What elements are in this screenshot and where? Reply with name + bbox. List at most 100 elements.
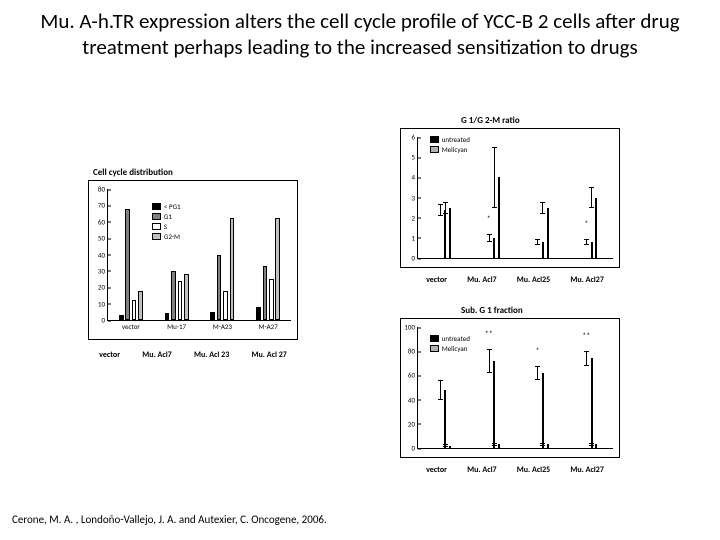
data-bar (210, 312, 215, 320)
y-tick: 1 (411, 233, 418, 242)
data-bar (275, 218, 280, 320)
error-bar (537, 366, 538, 381)
y-tick: 80 (408, 347, 418, 356)
category-label: Mu. Acl27 (570, 465, 604, 475)
category-label: Mu. Acl 23 (194, 350, 229, 360)
legend-label: < PG1 (164, 202, 181, 211)
legend-item: S (152, 222, 181, 231)
category-label: Mu. Acl27 (570, 275, 604, 285)
legend-swatch (430, 335, 439, 342)
category-label: Mu. Acl7 (467, 275, 496, 285)
error-bar (586, 351, 587, 366)
data-bar (547, 444, 549, 448)
legend-swatch (430, 345, 439, 352)
legend-item: untreated (430, 135, 470, 144)
y-tick: 60 (408, 371, 418, 380)
y-tick: 40 (408, 395, 418, 404)
category-label: Mu. Acl25 (517, 275, 551, 285)
chart-title: Sub. G 1 fraction (461, 305, 523, 316)
data-bar (184, 274, 189, 320)
data-bar (444, 210, 446, 258)
legend-label: untreated (442, 135, 470, 144)
data-bar (542, 373, 544, 448)
significance-marker: ** (485, 329, 493, 339)
chart-legend: untreatedMelicyan (430, 334, 470, 354)
y-tick: 3 (411, 193, 418, 202)
data-bar (230, 218, 235, 320)
data-bar (498, 444, 500, 448)
category-label: Mu. Acl7 (142, 350, 171, 360)
legend-item: < PG1 (152, 202, 181, 211)
slide-title: Mu. A-h.TR expression alters the cell cy… (0, 0, 720, 61)
significance-marker: * (584, 219, 588, 229)
legend-item: untreated (430, 334, 470, 343)
y-tick: 100 (404, 323, 418, 332)
legend-item: G1 (152, 212, 181, 221)
data-bar (493, 361, 495, 448)
data-bar (493, 238, 495, 258)
data-bar (125, 209, 130, 320)
y-tick: 6 (411, 133, 418, 142)
legend-label: S (164, 222, 167, 231)
legend-label: G2-M (164, 232, 180, 241)
legend-swatch (152, 223, 161, 230)
data-bar (444, 390, 446, 448)
data-bar (132, 300, 137, 320)
y-tick: 50 (98, 234, 108, 243)
data-bar (547, 208, 549, 258)
category-label: vector (426, 275, 447, 285)
y-tick: 20 (408, 419, 418, 428)
error-bar (542, 202, 543, 214)
data-bar (449, 208, 451, 258)
ccd-category-labels: vector Mu. Acl7 Mu. Acl 23 Mu. Acl 27 (88, 350, 298, 360)
data-bar (595, 198, 597, 259)
legend-label: Melicyan (442, 145, 468, 154)
category-label: vector (99, 350, 120, 360)
data-bar (263, 266, 268, 320)
g1-g2m-ratio-chart: G 1/G 2-M ratio 0123456**untreatedMelicy… (400, 128, 620, 268)
error-bar (537, 239, 538, 245)
x-category: Mu-17 (167, 320, 186, 331)
error-bar (440, 204, 441, 216)
legend-label: G1 (164, 212, 172, 221)
data-bar (217, 255, 222, 321)
category-label: vector (426, 465, 447, 475)
ratio-category-labels: vector Mu. Acl7 Mu. Acl25 Mu. Acl27 (416, 275, 614, 285)
legend-swatch (152, 213, 161, 220)
significance-marker: * (535, 346, 539, 356)
y-tick: 4 (411, 173, 418, 182)
y-tick: 5 (411, 153, 418, 162)
data-bar (171, 271, 176, 320)
y-tick: 80 (98, 185, 108, 194)
error-bar (489, 234, 490, 242)
data-bar (269, 279, 274, 320)
legend-item: G2-M (152, 232, 181, 241)
data-bar (542, 242, 544, 258)
chart-title: G 1/G 2-M ratio (461, 115, 520, 126)
legend-label: Melicyan (442, 344, 468, 353)
plot-area: 020406080100*****untreatedMelicyan (417, 327, 613, 449)
y-tick: 0 (411, 254, 418, 263)
error-bar (494, 147, 495, 208)
legend-item: Melicyan (430, 344, 470, 353)
data-bar (178, 281, 183, 320)
plot-area: 0123456**untreatedMelicyan (417, 137, 613, 259)
y-tick: 40 (98, 250, 108, 259)
y-tick: 60 (98, 217, 108, 226)
legend-swatch (430, 146, 439, 153)
y-tick: 70 (98, 201, 108, 210)
error-bar (489, 349, 490, 373)
data-bar (256, 307, 261, 320)
data-bar (223, 291, 228, 320)
subg1-fraction-chart: Sub. G 1 fraction 020406080100*****untre… (400, 318, 620, 458)
data-bar (449, 446, 451, 448)
y-tick: 30 (98, 266, 108, 275)
error-bar (586, 239, 587, 245)
y-tick: 0 (101, 316, 108, 325)
category-label: Mu. Acl 27 (252, 350, 287, 360)
title-line-1: Mu. A-h.TR expression alters the cell cy… (40, 8, 679, 34)
y-tick: 10 (98, 299, 108, 308)
error-bar (591, 187, 592, 207)
significance-marker: ** (582, 331, 590, 341)
x-category: vector (122, 320, 140, 331)
